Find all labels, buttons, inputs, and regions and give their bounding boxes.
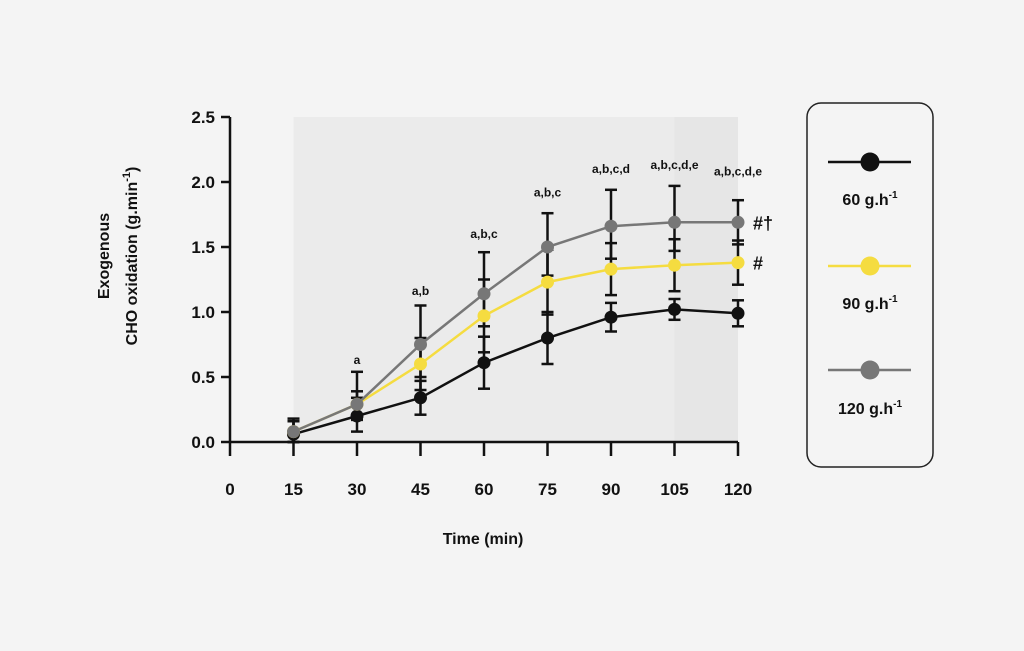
data-point-1 xyxy=(668,258,681,272)
x-tick-label: 90 xyxy=(602,480,621,499)
series-line-0 xyxy=(293,308,739,436)
y-axis-title-line2: CHO oxidation (g.min-1) xyxy=(121,167,141,346)
significance-annotation: a,b xyxy=(412,284,429,298)
shaded-region-0 xyxy=(293,117,738,442)
y-tick-label: 1.5 xyxy=(191,238,215,257)
significance-annotation: a xyxy=(354,353,361,367)
data-point-0 xyxy=(604,310,618,324)
data-point-1 xyxy=(414,357,427,371)
x-tick-label: 105 xyxy=(660,480,688,499)
data-point-2 xyxy=(477,287,491,301)
data-point-0 xyxy=(414,391,427,405)
significance-annotation: a,b,c,d,e xyxy=(714,165,762,179)
significance-annotation: a,b,c,d xyxy=(592,162,630,176)
data-point-1 xyxy=(604,262,618,276)
data-point-0 xyxy=(668,302,681,316)
y-tick-label: 1.0 xyxy=(191,303,215,322)
y-axis-title-line1: Exogenous xyxy=(96,213,113,299)
x-tick-label: 75 xyxy=(538,480,557,499)
legend-marker-1 xyxy=(860,256,880,276)
data-point-0 xyxy=(477,356,491,370)
legend-label-1: 90 g.h-1 xyxy=(842,294,898,313)
data-point-2 xyxy=(541,240,554,254)
legend-box xyxy=(806,102,934,468)
x-tick-label: 45 xyxy=(411,480,430,499)
x-tick-label: 60 xyxy=(475,480,494,499)
y-tick-label: 2.0 xyxy=(191,173,215,192)
series-significance-mark: #† xyxy=(753,213,773,233)
y-tick-label: 0.5 xyxy=(191,368,215,387)
x-tick-label: 120 xyxy=(724,480,752,499)
significance-annotation: a,b,c xyxy=(534,185,562,199)
legend-label-0: 60 g.h-1 xyxy=(842,190,898,209)
data-point-0 xyxy=(731,306,745,320)
series-line-2 xyxy=(293,221,738,433)
data-point-0 xyxy=(350,409,364,423)
data-point-1 xyxy=(731,256,745,270)
significance-annotation: a,b,c xyxy=(470,227,498,241)
data-point-1 xyxy=(477,309,491,323)
legend-label-2: 120 g.h-1 xyxy=(838,399,902,418)
data-point-2 xyxy=(731,215,745,229)
legend-marker-2 xyxy=(860,360,880,380)
data-point-2 xyxy=(414,338,427,351)
x-tick-label: 15 xyxy=(284,480,303,499)
data-point-1 xyxy=(541,275,554,289)
significance-annotation: a,b,c,d,e xyxy=(650,158,698,172)
legend-marker-0 xyxy=(860,152,880,172)
x-axis-title: Time (min) xyxy=(443,531,524,548)
data-point-2 xyxy=(287,425,300,439)
x-tick-label: 0 xyxy=(225,480,234,499)
y-tick-label: 0.0 xyxy=(191,433,215,452)
data-point-2 xyxy=(350,397,364,411)
x-tick-label: 30 xyxy=(348,480,367,499)
series-significance-mark: # xyxy=(753,254,763,274)
shaded-region-1 xyxy=(674,117,738,442)
y-tick-label: 2.5 xyxy=(191,108,215,127)
data-point-0 xyxy=(541,331,554,345)
data-point-2 xyxy=(604,219,618,233)
series-line-1 xyxy=(293,261,739,433)
data-point-2 xyxy=(668,215,681,229)
